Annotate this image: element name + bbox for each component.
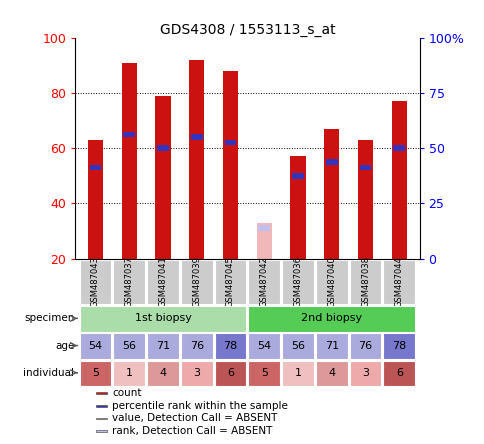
FancyBboxPatch shape xyxy=(282,260,313,305)
Text: 76: 76 xyxy=(358,341,372,351)
Bar xyxy=(123,131,135,137)
Text: 78: 78 xyxy=(223,341,237,351)
Text: 5: 5 xyxy=(260,368,267,378)
Bar xyxy=(224,140,236,146)
FancyBboxPatch shape xyxy=(214,260,246,305)
FancyBboxPatch shape xyxy=(214,361,246,386)
FancyBboxPatch shape xyxy=(79,306,246,332)
FancyBboxPatch shape xyxy=(282,333,313,359)
Bar xyxy=(96,392,106,394)
Bar xyxy=(190,135,202,140)
Text: 3: 3 xyxy=(193,368,200,378)
FancyBboxPatch shape xyxy=(349,333,380,359)
Text: age: age xyxy=(55,341,75,351)
FancyBboxPatch shape xyxy=(147,333,179,359)
FancyBboxPatch shape xyxy=(248,361,280,386)
FancyBboxPatch shape xyxy=(181,333,212,359)
Text: GSM487038: GSM487038 xyxy=(360,257,369,308)
Text: GSM487042: GSM487042 xyxy=(259,257,268,307)
Text: 5: 5 xyxy=(92,368,99,378)
Bar xyxy=(290,156,305,258)
Text: GSM487036: GSM487036 xyxy=(293,257,302,308)
Bar xyxy=(90,165,101,170)
Text: value, Detection Call = ABSENT: value, Detection Call = ABSENT xyxy=(112,413,277,424)
FancyBboxPatch shape xyxy=(383,260,414,305)
Text: 4: 4 xyxy=(328,368,334,378)
FancyBboxPatch shape xyxy=(113,333,145,359)
FancyBboxPatch shape xyxy=(248,333,280,359)
Text: 78: 78 xyxy=(392,341,406,351)
Bar xyxy=(291,173,303,178)
FancyBboxPatch shape xyxy=(315,361,347,386)
FancyBboxPatch shape xyxy=(248,260,280,305)
FancyBboxPatch shape xyxy=(113,361,145,386)
Bar xyxy=(393,146,404,151)
Text: GSM487045: GSM487045 xyxy=(226,257,234,307)
Text: 4: 4 xyxy=(159,368,166,378)
FancyBboxPatch shape xyxy=(147,260,179,305)
FancyBboxPatch shape xyxy=(113,260,145,305)
Bar xyxy=(258,226,270,231)
FancyBboxPatch shape xyxy=(315,333,347,359)
Text: 3: 3 xyxy=(361,368,368,378)
FancyBboxPatch shape xyxy=(383,361,414,386)
Text: GSM487043: GSM487043 xyxy=(91,257,100,307)
Text: 1: 1 xyxy=(294,368,301,378)
Text: 54: 54 xyxy=(257,341,271,351)
Text: GSM487041: GSM487041 xyxy=(158,257,167,307)
FancyBboxPatch shape xyxy=(349,361,380,386)
Text: 56: 56 xyxy=(122,341,136,351)
Bar xyxy=(256,223,271,258)
Bar xyxy=(157,146,168,151)
Bar xyxy=(88,140,103,258)
Text: individual: individual xyxy=(23,368,75,378)
Text: 76: 76 xyxy=(189,341,203,351)
Text: 56: 56 xyxy=(290,341,304,351)
FancyBboxPatch shape xyxy=(79,361,111,386)
Text: 71: 71 xyxy=(155,341,170,351)
FancyBboxPatch shape xyxy=(383,333,414,359)
Bar xyxy=(96,430,106,432)
FancyBboxPatch shape xyxy=(181,361,212,386)
FancyBboxPatch shape xyxy=(248,306,414,332)
FancyBboxPatch shape xyxy=(214,333,246,359)
Bar xyxy=(96,418,106,419)
Bar xyxy=(223,71,238,258)
Bar xyxy=(391,101,406,258)
FancyBboxPatch shape xyxy=(79,260,111,305)
Text: 1st biopsy: 1st biopsy xyxy=(134,313,191,323)
Bar xyxy=(323,129,339,258)
Title: GDS4308 / 1553113_s_at: GDS4308 / 1553113_s_at xyxy=(159,23,334,37)
FancyBboxPatch shape xyxy=(181,260,212,305)
Text: 2nd biopsy: 2nd biopsy xyxy=(301,313,362,323)
Text: GSM487037: GSM487037 xyxy=(124,257,134,308)
Text: GSM487040: GSM487040 xyxy=(327,257,335,307)
FancyBboxPatch shape xyxy=(315,260,347,305)
Text: 6: 6 xyxy=(227,368,233,378)
Text: count: count xyxy=(112,388,141,398)
FancyBboxPatch shape xyxy=(147,361,179,386)
Text: percentile rank within the sample: percentile rank within the sample xyxy=(112,401,287,411)
Bar xyxy=(189,60,204,258)
Text: 71: 71 xyxy=(324,341,338,351)
FancyBboxPatch shape xyxy=(349,260,380,305)
Bar xyxy=(155,96,170,258)
FancyBboxPatch shape xyxy=(79,333,111,359)
Text: 1: 1 xyxy=(125,368,133,378)
Text: GSM487044: GSM487044 xyxy=(394,257,403,307)
Text: GSM487039: GSM487039 xyxy=(192,257,201,307)
Bar xyxy=(96,405,106,407)
Bar xyxy=(325,159,337,165)
FancyBboxPatch shape xyxy=(282,361,313,386)
Text: 54: 54 xyxy=(88,341,102,351)
Text: 6: 6 xyxy=(395,368,402,378)
Bar xyxy=(359,165,371,170)
Text: rank, Detection Call = ABSENT: rank, Detection Call = ABSENT xyxy=(112,426,272,436)
Bar xyxy=(121,63,136,258)
Text: specimen: specimen xyxy=(24,313,75,323)
Bar xyxy=(357,140,372,258)
